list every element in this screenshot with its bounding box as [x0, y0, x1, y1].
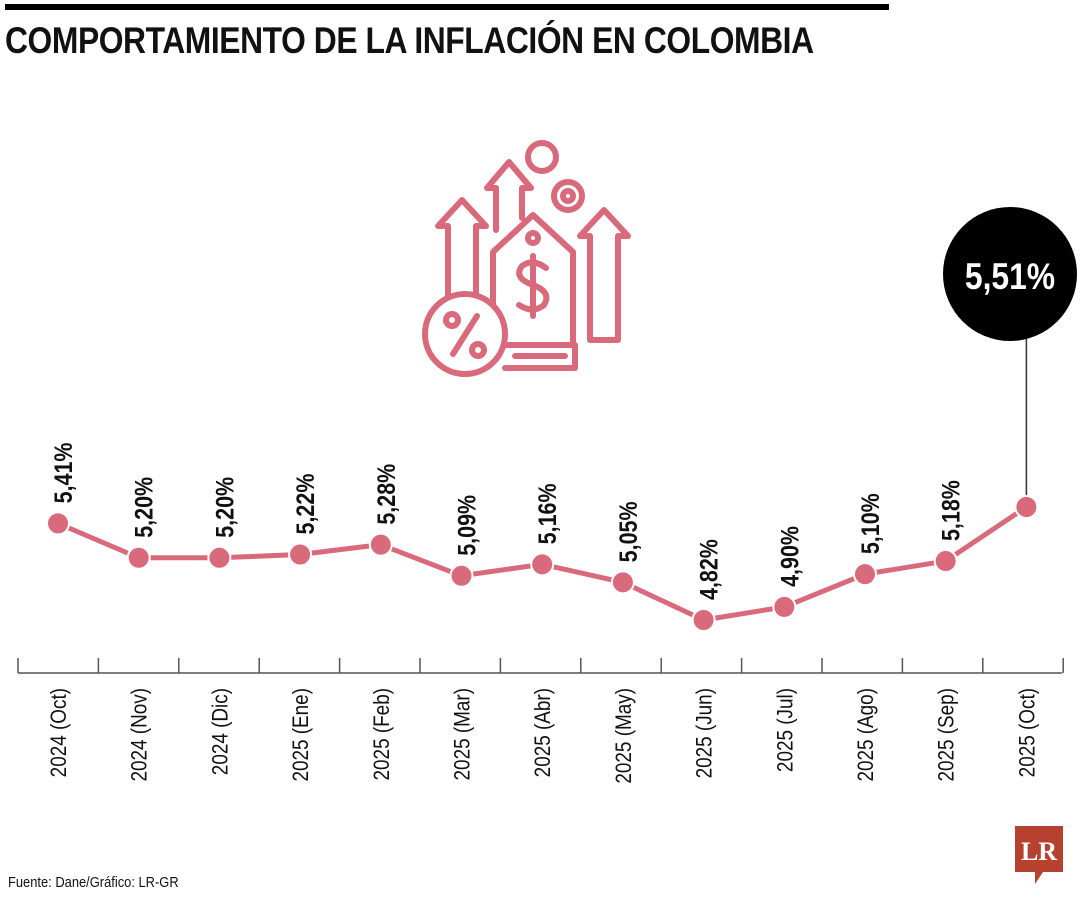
- data-label: 5,28%: [372, 463, 400, 524]
- x-tick-label: 2024 (Dic): [208, 688, 233, 775]
- data-point: [288, 542, 313, 567]
- data-point: [368, 532, 393, 557]
- data-point: [610, 570, 635, 595]
- x-tick-label: 2025 (Jun): [692, 688, 717, 778]
- data-label: 5,18%: [937, 480, 965, 541]
- x-tick-label: 2025 (Ene): [289, 688, 314, 782]
- data-label: 4,82%: [695, 539, 723, 600]
- chart-title: COMPORTAMIENTO DE LA INFLACIÓN EN COLOMB…: [5, 20, 814, 61]
- inflation-price-tag-icon: [422, 140, 631, 377]
- data-point: [126, 545, 151, 570]
- x-tick-label: 2025 (May): [612, 688, 637, 784]
- data-label: 5,16%: [534, 483, 562, 544]
- data-label: 5,20%: [211, 477, 239, 538]
- data-label: 5,09%: [453, 495, 481, 556]
- highlight-bubble: 5,51%: [943, 207, 1077, 341]
- data-labels: 5,41% 5,20% 5,20% 5,22% 5,28% 5,09% 5,16% 5,05%…: [49, 442, 965, 600]
- data-point: [691, 608, 716, 632]
- data-label: 4,90%: [776, 526, 804, 587]
- x-tick-label: 2025 (Feb): [369, 688, 394, 780]
- data-point: [530, 552, 555, 577]
- x-tick-label: 2024 (Nov): [127, 688, 152, 782]
- data-point: [853, 562, 877, 587]
- x-tick-label: 2025 (Abr): [531, 688, 556, 777]
- source-note: Fuente: Dane/Gráfico: LR-GR: [8, 874, 179, 891]
- x-tick-label: 2025 (Sep): [934, 688, 959, 782]
- x-tick-label: 2025 (Oct): [1015, 688, 1040, 777]
- data-label: 5,22%: [292, 473, 320, 534]
- data-point: [1014, 495, 1039, 519]
- data-point: [449, 563, 474, 588]
- lr-logo: LR: [1015, 826, 1063, 884]
- data-label: 5,05%: [614, 501, 642, 562]
- x-axis-tick-labels: 2024 (Oct) 2024 (Nov) 2024 (Dic) 2025 (Ene)…: [47, 688, 1040, 784]
- data-points: [46, 495, 1039, 632]
- data-label: 5,20%: [130, 477, 158, 538]
- data-label: 5,10%: [856, 493, 884, 554]
- x-tick-label: 2025 (Ago): [854, 688, 879, 782]
- data-point: [933, 549, 958, 574]
- highlight-circle: [943, 207, 1077, 341]
- data-point: [46, 511, 70, 536]
- data-point: [772, 594, 797, 619]
- top-rule: [5, 4, 889, 10]
- logo-text: LR: [1021, 837, 1057, 866]
- highlight-value-label: 5,51%: [965, 257, 1055, 298]
- x-axis-ticks: [17, 658, 1064, 673]
- x-tick-label: 2024 (Oct): [47, 688, 72, 777]
- x-tick-label: 2025 (Jul): [773, 688, 798, 772]
- x-tick-label: 2025 (Mar): [450, 688, 475, 780]
- data-point: [207, 545, 232, 570]
- data-label: 5,41%: [49, 442, 77, 503]
